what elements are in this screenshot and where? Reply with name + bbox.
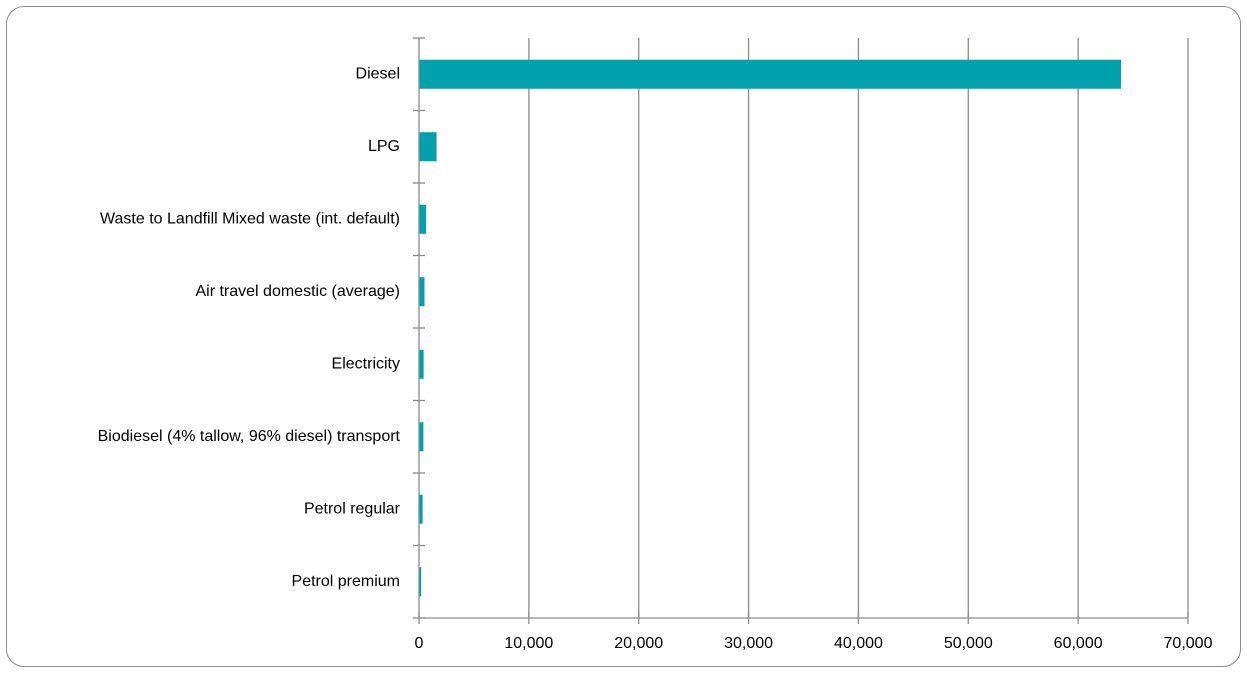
category-label-6: Petrol regular: [304, 500, 401, 517]
bar-6: [419, 494, 423, 524]
bar-2: [419, 204, 427, 234]
chart-frame: [6, 6, 1241, 667]
x-tick-label-5: 50,000: [944, 635, 993, 652]
category-label-2: Waste to Landfill Mixed waste (int. defa…: [100, 210, 400, 227]
x-tick-label-4: 40,000: [834, 635, 883, 652]
bar-1: [419, 132, 437, 162]
bar-3: [419, 277, 425, 307]
category-label-7: Petrol premium: [292, 573, 400, 590]
bar-0: [419, 59, 1121, 89]
x-tick-label-0: 0: [415, 635, 424, 652]
x-tick-label-1: 10,000: [504, 635, 553, 652]
x-tick-label-3: 30,000: [724, 635, 773, 652]
axes: [413, 37, 1189, 624]
category-label-1: LPG: [368, 138, 400, 155]
x-tick-label-2: 20,000: [614, 635, 663, 652]
category-label-4: Electricity: [332, 355, 400, 372]
category-label-5: Biodiesel (4% tallow, 96% diesel) transp…: [98, 428, 401, 445]
bar-4: [419, 349, 424, 379]
bars: [419, 59, 1121, 597]
gridlines: [528, 38, 1189, 618]
category-label-3: Air travel domestic (average): [195, 283, 400, 300]
category-label-0: Diesel: [356, 65, 400, 82]
labels: Diesel LPG Waste to Landfill Mixed waste (…: [98, 65, 1213, 652]
bar-7: [419, 567, 422, 597]
x-tick-label-6: 60,000: [1054, 635, 1103, 652]
bar-5: [419, 422, 424, 452]
x-tick-label-7: 70,000: [1164, 635, 1213, 652]
